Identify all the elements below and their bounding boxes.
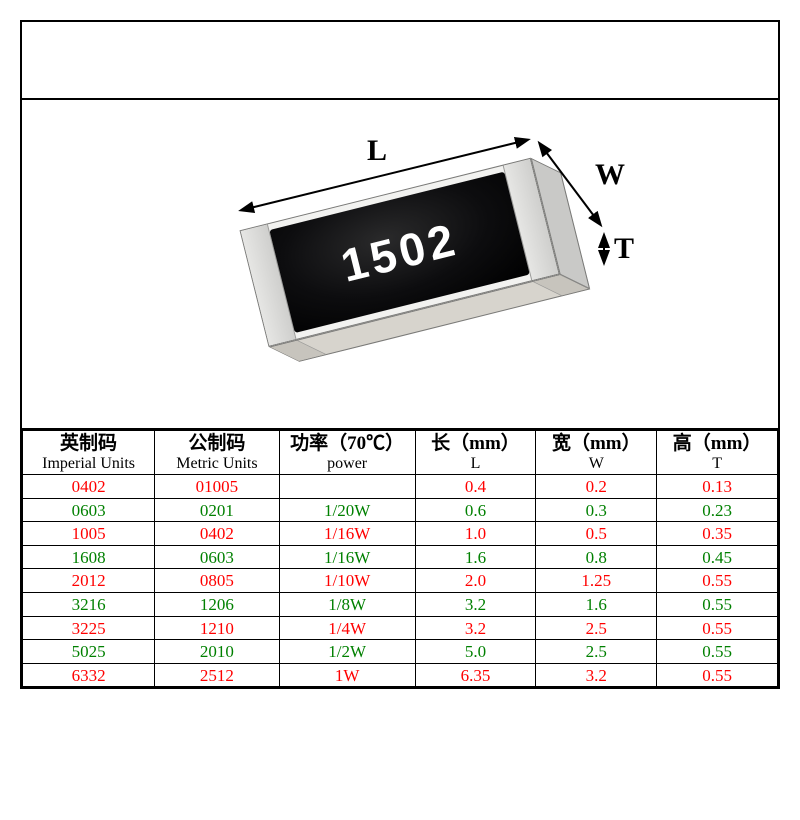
table-header-cell: 公制码Metric Units (155, 431, 280, 475)
smd-resistor: 1502 (240, 158, 565, 366)
table-cell: 0805 (155, 569, 280, 593)
table-cell: 0603 (155, 545, 280, 569)
table-cell: 0402 (23, 475, 155, 499)
table-cell: 1608 (23, 545, 155, 569)
table-body: 0402010050.40.20.13060302011/20W0.60.30.… (23, 475, 778, 687)
table-cell: 6332 (23, 663, 155, 687)
table-cell: 2.0 (415, 569, 536, 593)
table-row: 040201005 0.40.20.13 (23, 475, 778, 499)
resistor-diagram: 1502 L W (22, 100, 778, 430)
size-table: 英制码Imperial Units公制码Metric Units功率（70℃）p… (22, 430, 778, 687)
table-header-cell: 英制码Imperial Units (23, 431, 155, 475)
table-cell (279, 475, 415, 499)
table-row: 201208051/10W2.01.250.55 (23, 569, 778, 593)
table-cell: 1W (279, 663, 415, 687)
table-cell: 1/2W (279, 640, 415, 664)
table-cell: 5025 (23, 640, 155, 664)
table-cell: 1/10W (279, 569, 415, 593)
table-cell: 0.8 (536, 545, 657, 569)
table-cell: 1/4W (279, 616, 415, 640)
table-cell: 0.2 (536, 475, 657, 499)
table-cell: 0.5 (536, 522, 657, 546)
table-cell: 1/20W (279, 498, 415, 522)
table-cell: 1/16W (279, 545, 415, 569)
table-cell: 0.4 (415, 475, 536, 499)
table-cell: 0.23 (657, 498, 778, 522)
table-cell: 0.6 (415, 498, 536, 522)
table-cell: 1/8W (279, 592, 415, 616)
table-cell: 0.55 (657, 663, 778, 687)
table-cell: 1206 (155, 592, 280, 616)
table-row: 160806031/16W1.60.80.45 (23, 545, 778, 569)
table-cell: 0.55 (657, 640, 778, 664)
table-header-cell: 功率（70℃）power (279, 431, 415, 475)
table-cell: 2.5 (536, 616, 657, 640)
table-cell: 1.6 (536, 592, 657, 616)
table-cell: 0.45 (657, 545, 778, 569)
dim-label-W: W (595, 158, 625, 191)
table-row: 502520101/2W5.02.50.55 (23, 640, 778, 664)
table-cell: 3.2 (536, 663, 657, 687)
dim-label-T: T (614, 232, 634, 265)
table-cell: 1005 (23, 522, 155, 546)
table-cell: 2512 (155, 663, 280, 687)
table-cell: 0.13 (657, 475, 778, 499)
table-cell: 2.5 (536, 640, 657, 664)
table-header-cell: 高（mm）T (657, 431, 778, 475)
table-cell: 3216 (23, 592, 155, 616)
table-header-cell: 宽（mm）W (536, 431, 657, 475)
table-cell: 0.55 (657, 569, 778, 593)
table-cell: 0.3 (536, 498, 657, 522)
table-cell: 0.55 (657, 616, 778, 640)
table-cell: 0201 (155, 498, 280, 522)
table-cell: 0603 (23, 498, 155, 522)
table-cell: 3225 (23, 616, 155, 640)
table-cell: 2012 (23, 569, 155, 593)
figure-frame: 1502 L W (20, 20, 780, 689)
table-cell: 0.35 (657, 522, 778, 546)
table-cell: 5.0 (415, 640, 536, 664)
blank-header-cell (22, 22, 778, 100)
table-cell: 1.6 (415, 545, 536, 569)
table-cell: 3.2 (415, 592, 536, 616)
table-row: 322512101/4W3.22.50.55 (23, 616, 778, 640)
table-row: 060302011/20W0.60.30.23 (23, 498, 778, 522)
table-cell: 6.35 (415, 663, 536, 687)
dim-label-L: L (367, 134, 387, 167)
table-cell: 1.25 (536, 569, 657, 593)
table-cell: 0402 (155, 522, 280, 546)
table-cell: 3.2 (415, 616, 536, 640)
table-cell: 1210 (155, 616, 280, 640)
table-row: 633225121W6.353.20.55 (23, 663, 778, 687)
table-cell: 2010 (155, 640, 280, 664)
table-row: 100504021/16W1.00.50.35 (23, 522, 778, 546)
table-header-cell: 长（mm）L (415, 431, 536, 475)
table-cell: 1/16W (279, 522, 415, 546)
table-cell: 0.55 (657, 592, 778, 616)
table-header-row: 英制码Imperial Units公制码Metric Units功率（70℃）p… (23, 431, 778, 475)
table-row: 321612061/8W3.21.60.55 (23, 592, 778, 616)
table-cell: 01005 (155, 475, 280, 499)
table-cell: 1.0 (415, 522, 536, 546)
